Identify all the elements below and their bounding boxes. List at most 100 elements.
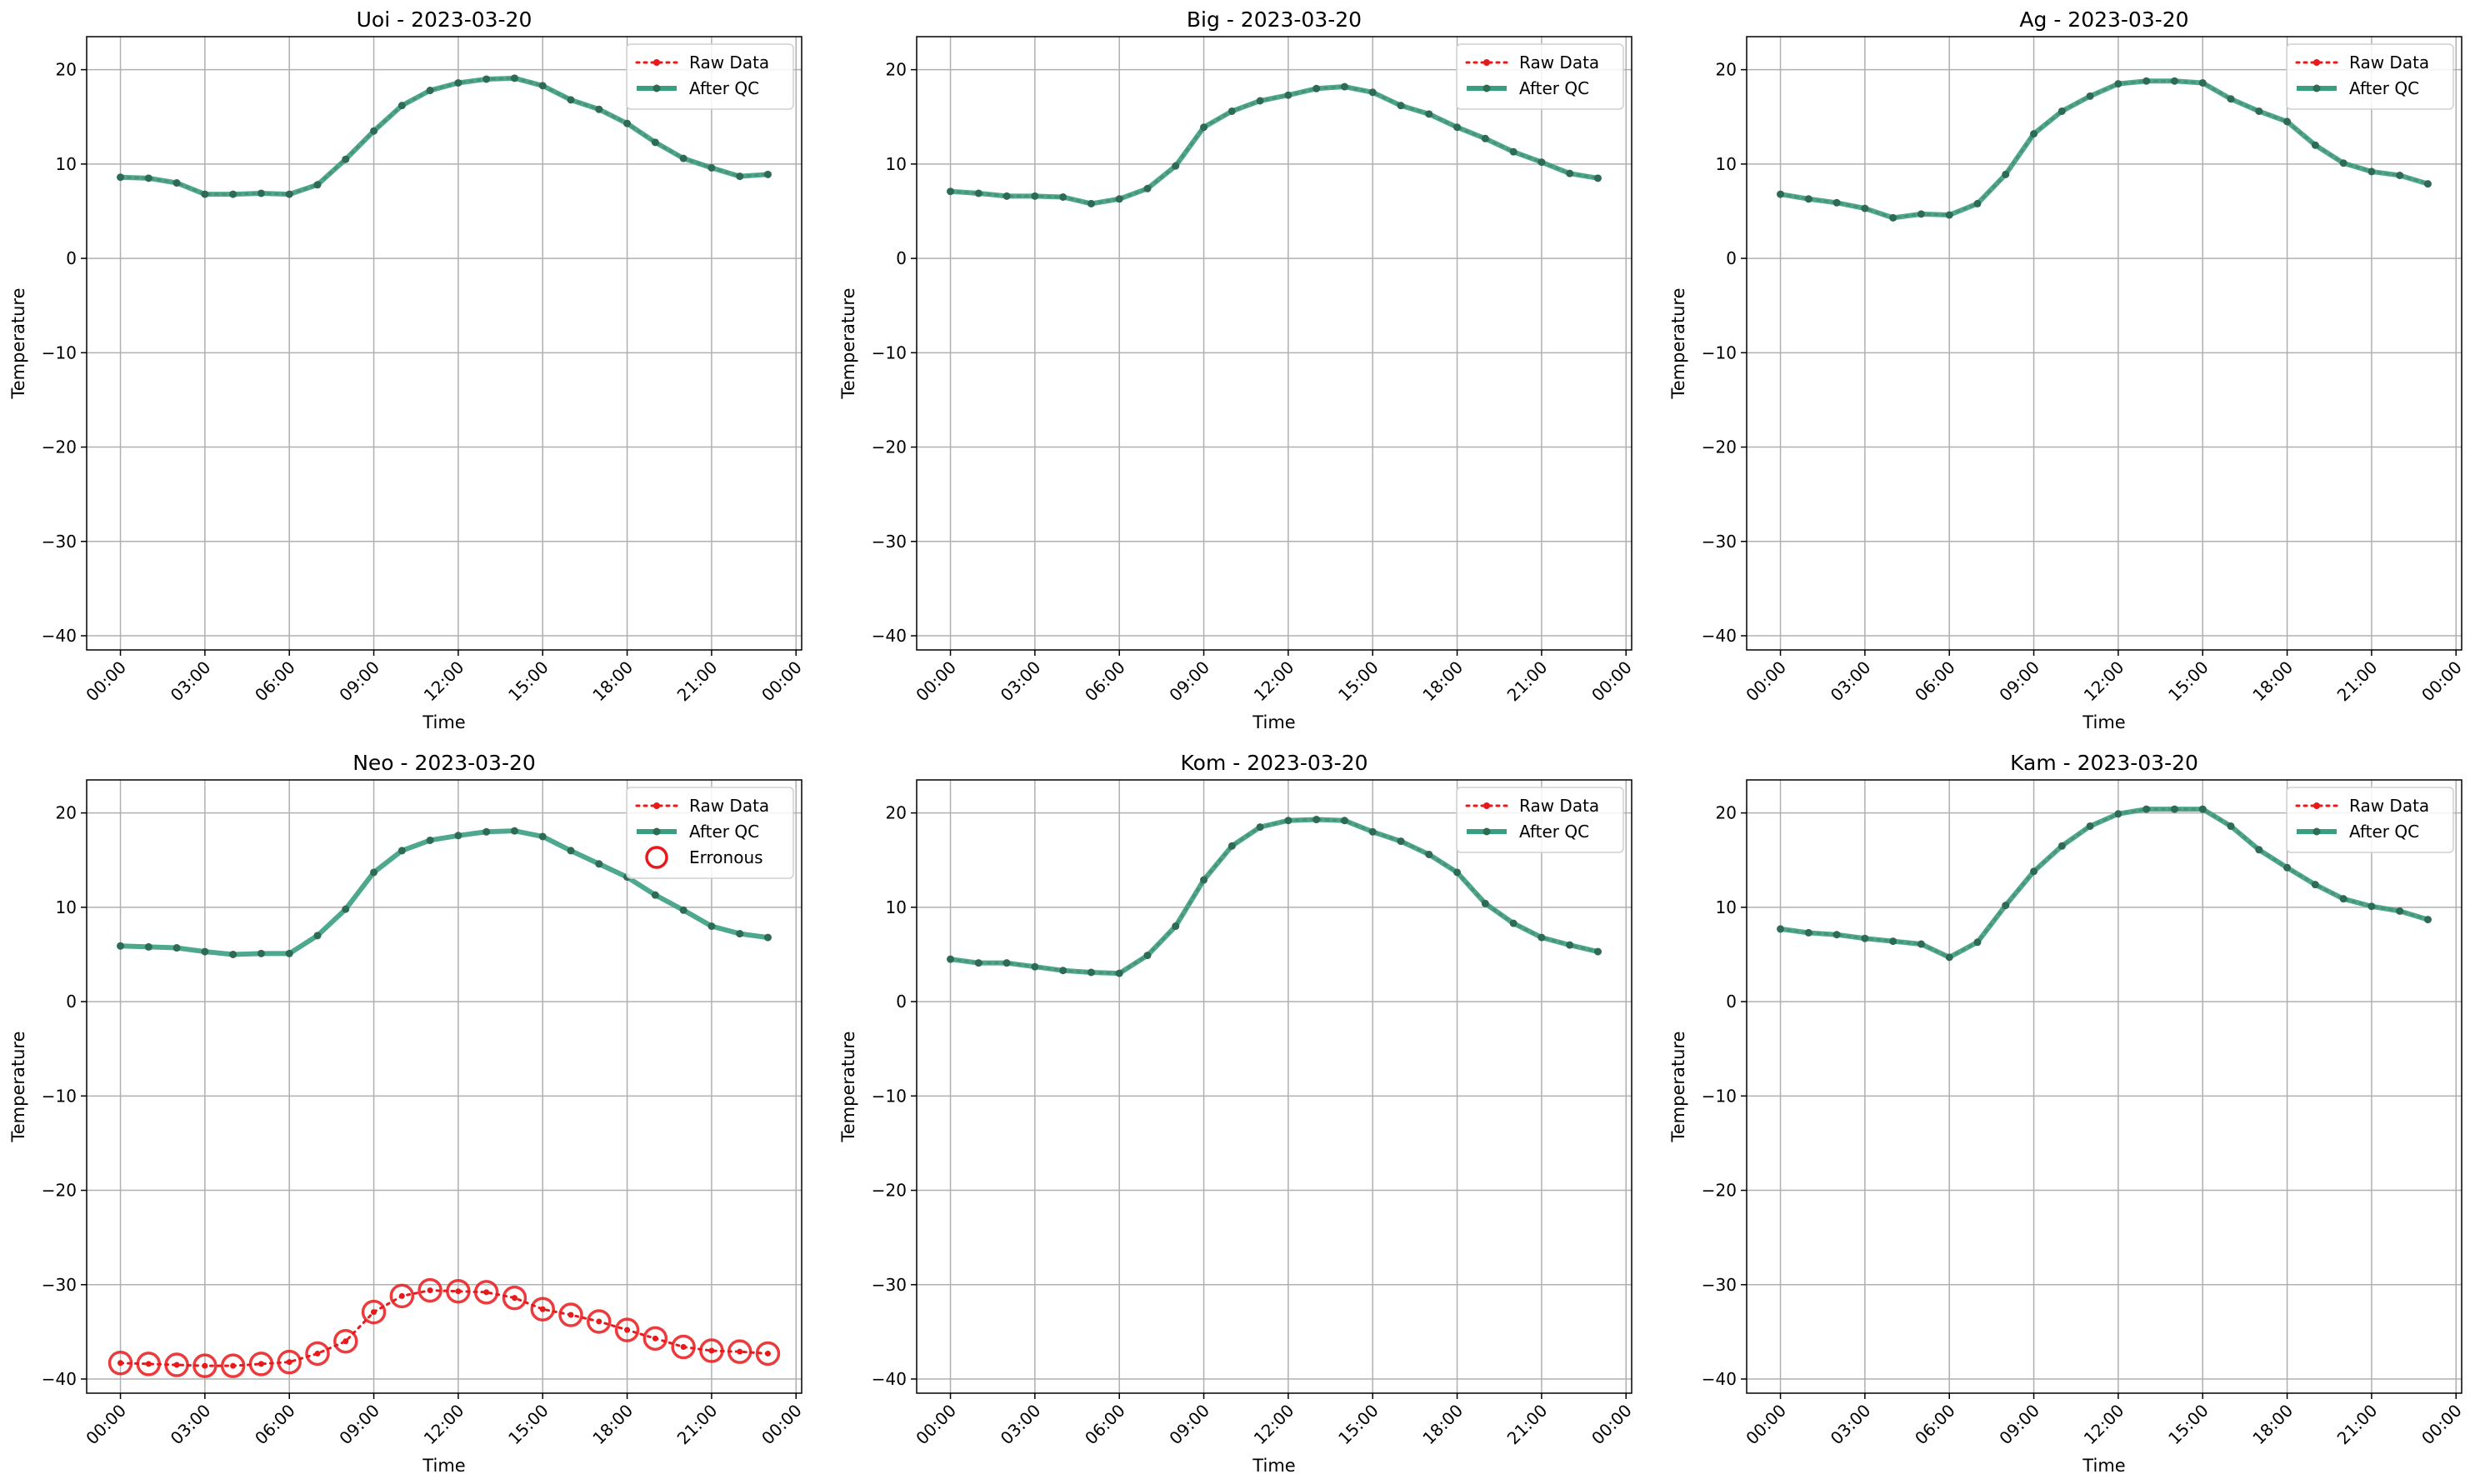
after-qc-point (538, 82, 547, 90)
after-qc-point (201, 947, 209, 956)
after-qc-point (651, 891, 659, 899)
after-qc-point (1538, 158, 1546, 167)
after-qc-point (1368, 827, 1377, 836)
legend-erroneous-marker (645, 846, 668, 869)
legend-label: After QC (1519, 822, 1589, 842)
x-tick-label: 18:00 (1418, 657, 1467, 706)
after-qc-point (117, 942, 125, 950)
after-qc-point (623, 119, 632, 127)
chart-title: Kom - 2023-03-20 (1181, 751, 1368, 775)
legend-raw-marker (1483, 802, 1490, 809)
y-tick-label: 20 (56, 60, 77, 80)
x-tick-label: 03:00 (167, 657, 215, 706)
after-qc-point (763, 170, 772, 178)
y-tick-label: −40 (872, 626, 907, 646)
legend-qc-marker (2312, 84, 2321, 92)
axes-frame (86, 779, 802, 1394)
after-qc-point (1172, 162, 1180, 170)
x-tick-label: 18:00 (588, 1401, 637, 1449)
x-tick-label: 21:00 (1503, 657, 1552, 706)
x-axis-label: Time (2082, 712, 2125, 732)
after-qc-point (1059, 967, 1068, 975)
legend-label: Raw Data (2349, 796, 2429, 816)
y-tick-label: 0 (1726, 992, 1737, 1012)
after-qc-point (2058, 107, 2066, 115)
after-qc-point (1566, 169, 1574, 177)
after-qc-point (1256, 97, 1264, 105)
legend-label: After QC (689, 78, 759, 98)
after-qc-point (2114, 810, 2122, 818)
x-tick-label: 15:00 (2164, 657, 2212, 706)
y-tick-label: 0 (1726, 248, 1737, 268)
erroneous-marker (136, 1352, 162, 1377)
legend-box (1456, 787, 1624, 853)
x-tick-label: 21:00 (673, 657, 722, 706)
after-qc-point (229, 950, 238, 958)
x-axis-label: Time (422, 712, 465, 732)
after-qc-point (947, 187, 955, 196)
after-qc-point (2114, 80, 2122, 88)
after-qc-point (2170, 805, 2178, 813)
after-qc-point (1312, 816, 1321, 824)
after-qc-point (2198, 805, 2207, 813)
legend-raw-marker (1483, 59, 1490, 66)
y-axis-label: Temperature (8, 287, 28, 399)
after-qc-point (1917, 940, 1925, 948)
y-tick-label: −40 (42, 1369, 77, 1389)
after-qc-point (1115, 195, 1123, 203)
x-tick-label: 18:00 (2248, 1401, 2297, 1449)
x-tick-label: 21:00 (673, 1401, 722, 1449)
after-qc-point (2396, 171, 2404, 179)
legend: Raw Data After QC Erronous (626, 787, 794, 879)
axes-frame (916, 36, 1632, 651)
legend-raw-marker (653, 802, 660, 809)
x-tick-label: 21:00 (2333, 657, 2382, 706)
after-qc-point (1172, 922, 1180, 931)
y-tick-label: 0 (66, 248, 77, 268)
after-qc-point (2339, 895, 2348, 903)
legend: Raw Data After QC (1456, 787, 1624, 853)
y-axis-label: Temperature (838, 287, 858, 399)
legend-label: Erronous (689, 847, 763, 867)
erroneous-marker (361, 1299, 387, 1325)
after-qc-point (1777, 925, 1785, 933)
legend-label: After QC (689, 822, 759, 842)
after-qc-line (1780, 78, 2429, 221)
chart-title: Uoi - 2023-03-20 (357, 7, 532, 32)
after-qc-point (1340, 82, 1348, 91)
after-qc-point (974, 959, 982, 967)
after-qc-point (144, 174, 152, 182)
legend-label: Raw Data (689, 52, 769, 72)
y-tick-label: 20 (1716, 803, 1737, 823)
after-qc-point (1284, 91, 1292, 99)
y-tick-label: −30 (872, 532, 907, 552)
erroneous-marker (587, 1309, 612, 1334)
raw-data-point (145, 1361, 152, 1367)
after-qc-point (1031, 192, 1039, 200)
after-qc-point (2086, 822, 2094, 830)
x-tick-label: 00:00 (758, 1401, 806, 1449)
erroneous-marker (192, 1353, 218, 1378)
x-tick-label: 06:00 (251, 1401, 299, 1449)
y-tick-label: 20 (1716, 60, 1737, 80)
y-tick-label: −30 (1702, 532, 1737, 552)
after-qc-point (1509, 147, 1518, 156)
after-qc-point (398, 847, 406, 855)
erroneous-marker (473, 1280, 499, 1305)
y-tick-label: −20 (42, 437, 77, 457)
raw-data-point (202, 1362, 208, 1369)
after-qc-point (426, 87, 434, 95)
after-qc-point (2002, 902, 2010, 910)
legend-qc-marker (652, 84, 661, 92)
y-tick-label: −20 (42, 1181, 77, 1201)
y-tick-label: −20 (1702, 1181, 1737, 1201)
raw-data-point (680, 1344, 687, 1351)
axes-frame (1746, 36, 2462, 651)
x-tick-label: 12:00 (420, 657, 468, 706)
after-qc-point (2339, 159, 2348, 167)
raw-data-point (539, 1306, 546, 1312)
x-axis-label: Time (1252, 1456, 1295, 1476)
after-qc-point (2142, 77, 2151, 85)
